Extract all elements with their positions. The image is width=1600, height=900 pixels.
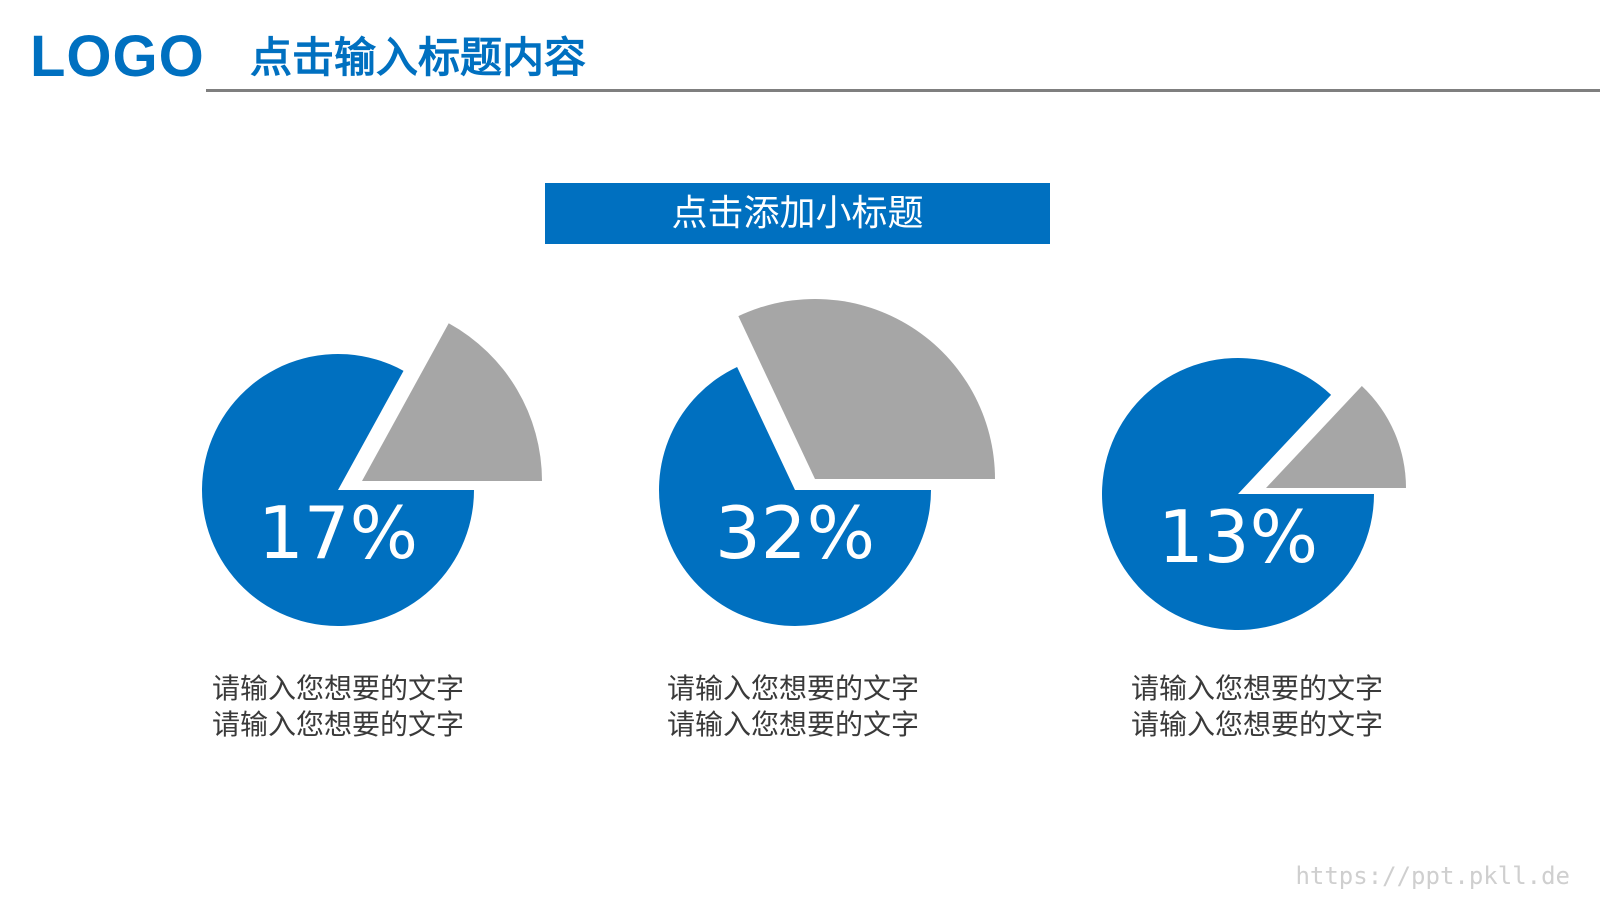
pie-chart-3: 13% — [1102, 357, 1406, 630]
pie-3-percent-label: 13% — [1158, 495, 1318, 579]
caption-2-line-2: 请输入您想要的文字 — [666, 708, 919, 741]
caption-3-line-1: 请输入您想要的文字 — [1130, 672, 1383, 705]
subtitle-banner[interactable]: 点击添加小标题 — [545, 183, 1050, 244]
pie-chart-1: 17% — [201, 323, 542, 626]
title-divider — [206, 89, 1600, 92]
watermark: https://ppt.pkll.de — [1295, 862, 1570, 890]
subtitle-text: 点击添加小标题 — [671, 193, 924, 234]
pie-chart-2: 32% — [659, 298, 995, 626]
pie-1-exploded-slice — [362, 323, 542, 481]
caption-2-line-1: 请输入您想要的文字 — [666, 672, 919, 705]
pie-3-main-slice — [1102, 357, 1374, 630]
caption-1-line-2: 请输入您想要的文字 — [211, 708, 464, 741]
pie-3-exploded-slice — [1266, 385, 1406, 488]
caption-1[interactable]: 请输入您想要的文字 请输入您想要的文字 — [188, 671, 488, 743]
page-title[interactable]: 点击输入标题内容 — [250, 33, 587, 82]
pie-2-main-slice — [659, 366, 931, 626]
pie-2-exploded-slice — [738, 298, 995, 479]
pie-1-main-slice — [201, 353, 474, 626]
caption-2[interactable]: 请输入您想要的文字 请输入您想要的文字 — [643, 671, 943, 743]
pie-2-percent-label: 32% — [715, 491, 875, 575]
caption-3-line-2: 请输入您想要的文字 — [1130, 708, 1383, 741]
caption-3[interactable]: 请输入您想要的文字 请输入您想要的文字 — [1107, 671, 1407, 743]
pie-1-percent-label: 17% — [258, 491, 418, 575]
caption-1-line-1: 请输入您想要的文字 — [211, 672, 464, 705]
logo: LOGO — [30, 24, 205, 89]
